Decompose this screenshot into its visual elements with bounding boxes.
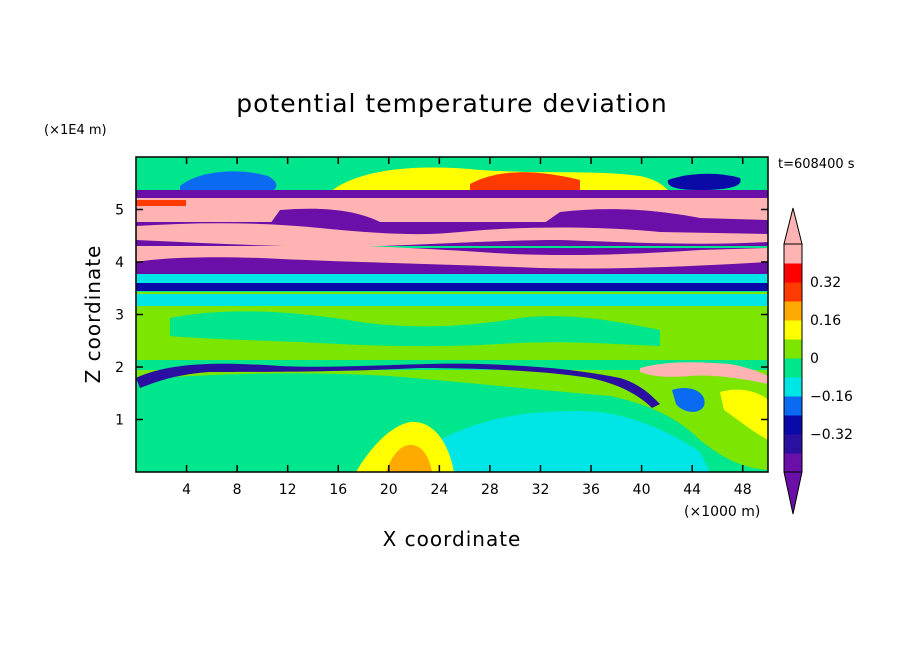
- chart-title: potential temperature deviation: [236, 89, 667, 118]
- colorbar-extend-bottom: [783, 471, 803, 515]
- x-tick-label: 32: [532, 482, 550, 498]
- colorbar: 0.32 0.16 0 −0.16 −0.32: [783, 207, 853, 515]
- x-tick-label: 24: [430, 482, 448, 498]
- field-top-blue-left: [180, 171, 277, 194]
- colorbar-label: −0.16: [810, 389, 853, 405]
- field-right-blue: [672, 387, 705, 412]
- x-tick-label: 20: [380, 482, 398, 498]
- colorbar-segment: [784, 244, 802, 264]
- colorbar-segment: [784, 415, 802, 435]
- x-axis: 4 8 12 16 20 24 28 32 36 40 44 48: [182, 157, 752, 498]
- colorbar-segment: [784, 282, 802, 302]
- field-bottom-orange: [386, 444, 432, 472]
- field-top-orange: [470, 172, 580, 192]
- colorbar-label: −0.32: [810, 427, 853, 443]
- field-band-purple-low: [136, 363, 660, 408]
- x-tick-label: 48: [734, 482, 752, 498]
- colorbar-label: 0.16: [810, 313, 841, 329]
- field-top-blue-right: [667, 173, 741, 190]
- x-tick-label: 12: [279, 482, 297, 498]
- field-band-pink-4: [136, 242, 768, 269]
- x-tick-label: 40: [633, 482, 651, 498]
- y-unit-label: (×1E4 m): [44, 123, 107, 138]
- colorbar-segment: [784, 358, 802, 378]
- colorbar-segment: [784, 396, 802, 416]
- colorbar-segment: [784, 320, 802, 340]
- y-tick-label: 1: [115, 413, 124, 429]
- y-axis-label: Z coordinate: [81, 245, 105, 384]
- colorbar-segment: [784, 301, 802, 321]
- y-tick-label: 5: [115, 203, 124, 219]
- field-band-purple-right: [640, 362, 768, 384]
- colorbar-extend-top: [783, 207, 803, 245]
- y-tick-label: 2: [115, 360, 124, 376]
- field-top-navy: [136, 190, 768, 198]
- y-axis: 1 2 3 4 5: [115, 203, 768, 429]
- colorbar-frame: [783, 243, 803, 473]
- colorbar-segment: [784, 434, 802, 454]
- colorbar-label: 0: [810, 351, 819, 367]
- colorbar-segment: [784, 453, 802, 473]
- colorbar-segment: [784, 263, 802, 283]
- x-tick-label: 4: [182, 482, 191, 498]
- y-tick-label: 3: [115, 308, 124, 324]
- x-tick-label: 44: [683, 482, 701, 498]
- field-lower-aqua: [420, 411, 710, 472]
- plot-area: [136, 157, 768, 472]
- field-band-pink-45: [136, 223, 768, 247]
- field-band-purple-5: [270, 208, 768, 226]
- field-mid-blob: [170, 311, 660, 347]
- colorbar-label: 0.32: [810, 275, 841, 291]
- x-axis-label: X coordinate: [383, 527, 522, 551]
- x-tick-label: 16: [329, 482, 347, 498]
- field-band-aqua: [136, 274, 768, 283]
- x-tick-label: 36: [582, 482, 600, 498]
- x-tick-label: 28: [481, 482, 499, 498]
- field-band-navy: [136, 283, 768, 291]
- x-unit-label: (×1000 m): [684, 504, 760, 520]
- colorbar-segment: [784, 377, 802, 397]
- field-right-yellow: [720, 389, 768, 440]
- colorbar-segment: [784, 339, 802, 359]
- field-band-cyan: [136, 294, 768, 306]
- y-tick-label: 4: [115, 255, 124, 271]
- x-tick-label: 8: [233, 482, 242, 498]
- field-left-red: [136, 200, 186, 206]
- time-label: t=608400 s: [778, 157, 855, 172]
